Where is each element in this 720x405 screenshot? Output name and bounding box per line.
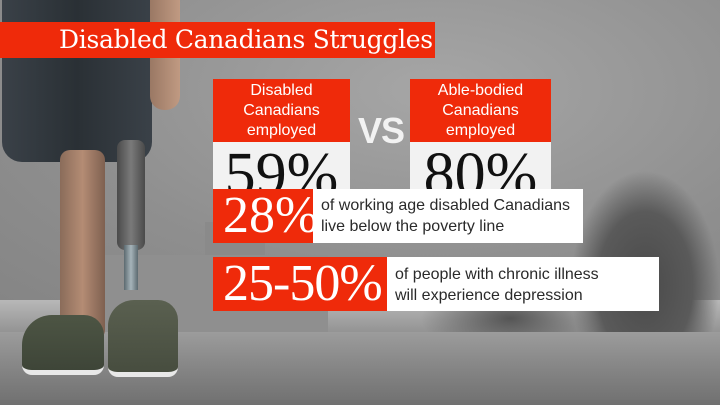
shoe-right <box>108 300 178 377</box>
card-label: Able-bodied Canadians employed <box>410 79 551 142</box>
stat-description: of people with chronic illness will expe… <box>387 257 659 311</box>
stat-value: 28% <box>213 189 318 243</box>
leg <box>60 150 105 340</box>
stat-line-1: of people with chronic illness <box>395 266 599 283</box>
stat-line-2: live below the poverty line <box>321 218 505 235</box>
card-label: Disabled Canadians employed <box>213 79 350 142</box>
stat-value: 25-50% <box>213 257 387 311</box>
poverty-stat: 28% of working age disabled Canadians li… <box>213 189 583 243</box>
title-banner <box>0 22 435 58</box>
depression-stat: 25-50% of people with chronic illness wi… <box>213 257 659 311</box>
stat-description: of working age disabled Canadians live b… <box>313 189 583 243</box>
prosthetic-pylon <box>124 245 138 290</box>
stat-line-1: of working age disabled Canadians <box>321 197 571 214</box>
page-title: Disabled Canadians Struggles <box>59 25 433 54</box>
stat-line-2: will experience depression <box>395 287 583 304</box>
prosthetic-socket <box>117 140 145 250</box>
shoe-left <box>22 315 104 375</box>
versus-label: VS <box>358 110 405 151</box>
